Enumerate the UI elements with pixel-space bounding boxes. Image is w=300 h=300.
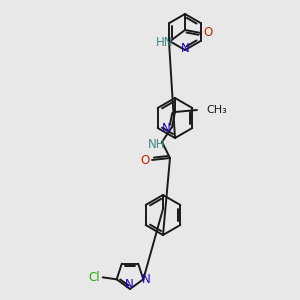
Text: O: O bbox=[140, 154, 150, 167]
Text: Cl: Cl bbox=[89, 271, 100, 284]
Text: NH: NH bbox=[148, 137, 166, 151]
Text: N: N bbox=[162, 122, 170, 134]
Text: N: N bbox=[181, 43, 189, 56]
Text: HN: HN bbox=[156, 37, 174, 50]
Text: N: N bbox=[124, 278, 134, 292]
Text: N: N bbox=[142, 273, 151, 286]
Text: O: O bbox=[203, 26, 213, 40]
Text: CH₃: CH₃ bbox=[206, 105, 227, 115]
